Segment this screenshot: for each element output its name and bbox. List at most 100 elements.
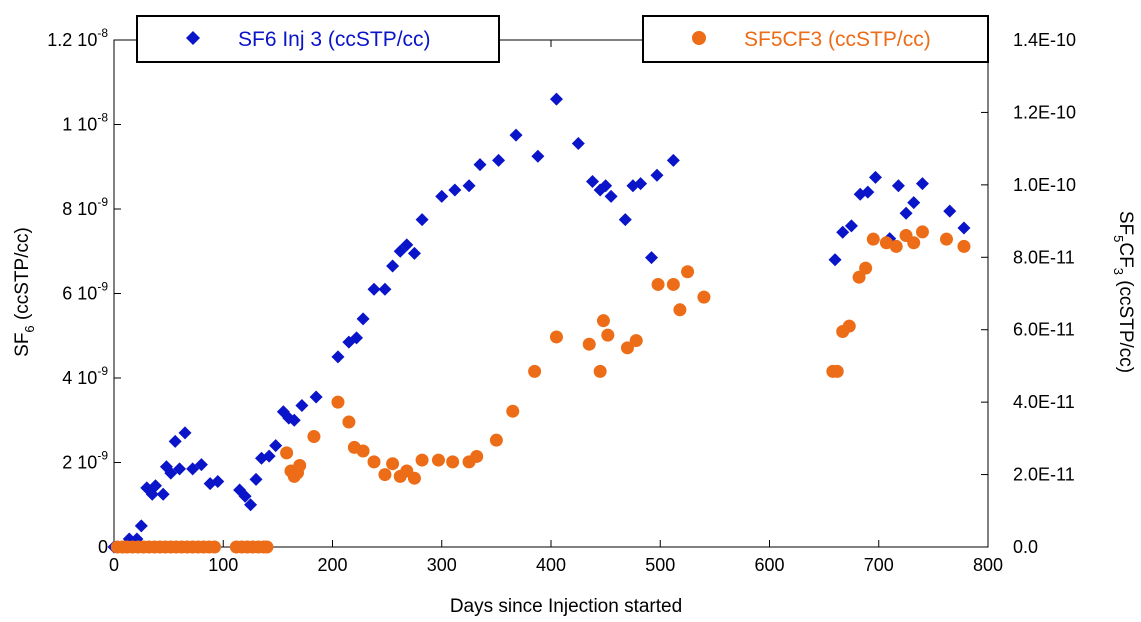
sf5cf3-point	[367, 455, 381, 469]
sf6-point	[173, 462, 187, 476]
sf6-point	[168, 434, 182, 448]
sf6-point	[211, 475, 225, 489]
sf5cf3-point	[907, 236, 921, 250]
legend-sf6: SF6 Inj 3 (ccSTP/cc)	[136, 15, 500, 63]
right-y-axis-title: SF5CF3 (ccSTP/cc)	[1111, 211, 1136, 373]
legend-sf5cf3: SF5CF3 (ccSTP/cc)	[642, 15, 989, 63]
sf6-point	[645, 251, 659, 265]
sf5cf3-point	[842, 319, 856, 333]
left-y-axis-title: SF6 (ccSTP/cc)	[12, 227, 37, 357]
sf5cf3-point	[629, 334, 643, 348]
y-right-tick-label: 6.0E-11	[1013, 320, 1075, 340]
sf5cf3-point	[957, 239, 971, 253]
sf5cf3-point	[431, 453, 445, 467]
sf5cf3-point	[356, 444, 370, 458]
sf5cf3-point	[673, 303, 687, 317]
sf5cf3-point	[859, 261, 873, 275]
sf6-point	[650, 168, 664, 182]
sf5cf3-point	[666, 277, 680, 291]
y-left-tick-label: 2 10-9	[62, 449, 108, 473]
sf6-point	[666, 153, 680, 167]
sf5cf3-point	[593, 364, 607, 378]
sf6-point	[134, 519, 148, 533]
legend-sf6-label: SF6 Inj 3 (ccSTP/cc)	[238, 28, 431, 51]
sf6-point	[407, 246, 421, 260]
sf6-point	[462, 179, 476, 193]
sf6-point	[367, 282, 381, 296]
sf5cf3-point	[889, 239, 903, 253]
y-right-tick-label: 1.2E-10	[1013, 102, 1076, 122]
y-right-tick-label: 0.0	[1013, 537, 1038, 557]
legend-sf5cf3-label: SF5CF3 (ccSTP/cc)	[744, 28, 931, 51]
sf5cf3-point	[830, 364, 844, 378]
x-axis-title: Days since Injection started	[450, 596, 682, 617]
sf6-point	[400, 238, 414, 252]
sf5cf3-point	[601, 328, 615, 342]
x-tick-label: 400	[536, 555, 566, 575]
sf6-point	[531, 149, 545, 163]
sf6-point	[262, 449, 276, 463]
y-right-tick-label: 8.0E-11	[1013, 247, 1075, 267]
y-right-tick-label: 2.0E-11	[1013, 465, 1075, 485]
sf6-point	[492, 153, 506, 167]
sf5cf3-point	[470, 449, 484, 463]
sf6-point	[309, 390, 323, 404]
sf5cf3-point	[446, 455, 460, 469]
sf6-point	[249, 472, 263, 486]
sf5cf3-point	[866, 232, 880, 246]
x-tick-label: 200	[317, 555, 347, 575]
x-tick-label: 800	[973, 555, 1003, 575]
sf6-point	[473, 158, 487, 172]
sf6-point	[149, 479, 163, 493]
sf6-point	[415, 213, 429, 227]
x-axis: 0 100 200 300 400 500 600 700 800	[109, 40, 1003, 575]
sf6-point	[891, 179, 905, 193]
y-left-tick-label: 4 10-9	[62, 364, 108, 388]
sf6-point	[178, 426, 192, 440]
sf5cf3-point	[939, 232, 953, 246]
legend-sf6-marker	[186, 31, 200, 45]
x-tick-label: 700	[864, 555, 894, 575]
sf5cf3-point	[407, 471, 421, 485]
sf6-point	[599, 179, 613, 193]
sf6-point	[386, 259, 400, 273]
sf6-point	[586, 175, 600, 189]
sf6-point	[571, 137, 585, 151]
x-tick-label: 300	[427, 555, 457, 575]
sf6-point	[907, 196, 921, 210]
sf5cf3-point	[208, 540, 222, 554]
x-tick-label: 0	[109, 555, 119, 575]
y-left-tick-label: 1 10-8	[62, 111, 108, 135]
right-y-axis: 0.0 2.0E-11 4.0E-11 6.0E-11 8.0E-11 1.0E-10 1.…	[981, 30, 1076, 557]
sf5cf3-point	[489, 433, 503, 447]
sf5cf3-point	[582, 337, 596, 351]
sf5cf3-point	[415, 453, 429, 467]
plot-frame	[113, 39, 989, 548]
y-left-tick-label: 8 10-9	[62, 195, 108, 219]
sf5cf3-point	[549, 330, 563, 344]
legend-sf6-box	[136, 15, 500, 63]
sf6-point	[604, 189, 618, 203]
sf6-point	[194, 458, 208, 472]
sf5cf3-point	[596, 314, 610, 328]
sf5cf3-point	[651, 277, 665, 291]
y-right-tick-label: 1.4E-10	[1013, 30, 1076, 50]
sf6-point	[238, 489, 252, 503]
sf5cf3-point	[342, 415, 356, 429]
sf5cf3-point	[378, 468, 392, 482]
sf5cf3-point	[307, 430, 321, 444]
sf6-point	[295, 398, 309, 412]
sf6-point	[356, 312, 370, 326]
y-right-tick-label: 1.0E-10	[1013, 175, 1076, 195]
sf5cf3-point	[852, 270, 866, 284]
sf5cf3-point	[879, 236, 893, 250]
sf6-point	[269, 439, 283, 453]
y-left-tick-label: 1.2 10-8	[47, 26, 108, 50]
sf6-point	[378, 282, 392, 296]
sf5cf3-point	[697, 290, 711, 304]
sf5cf3-point	[528, 364, 542, 378]
sf5cf3-point	[260, 540, 274, 554]
sf6-point	[861, 185, 875, 199]
legend-sf5cf3-marker	[692, 31, 706, 45]
sf6-point	[828, 253, 842, 267]
